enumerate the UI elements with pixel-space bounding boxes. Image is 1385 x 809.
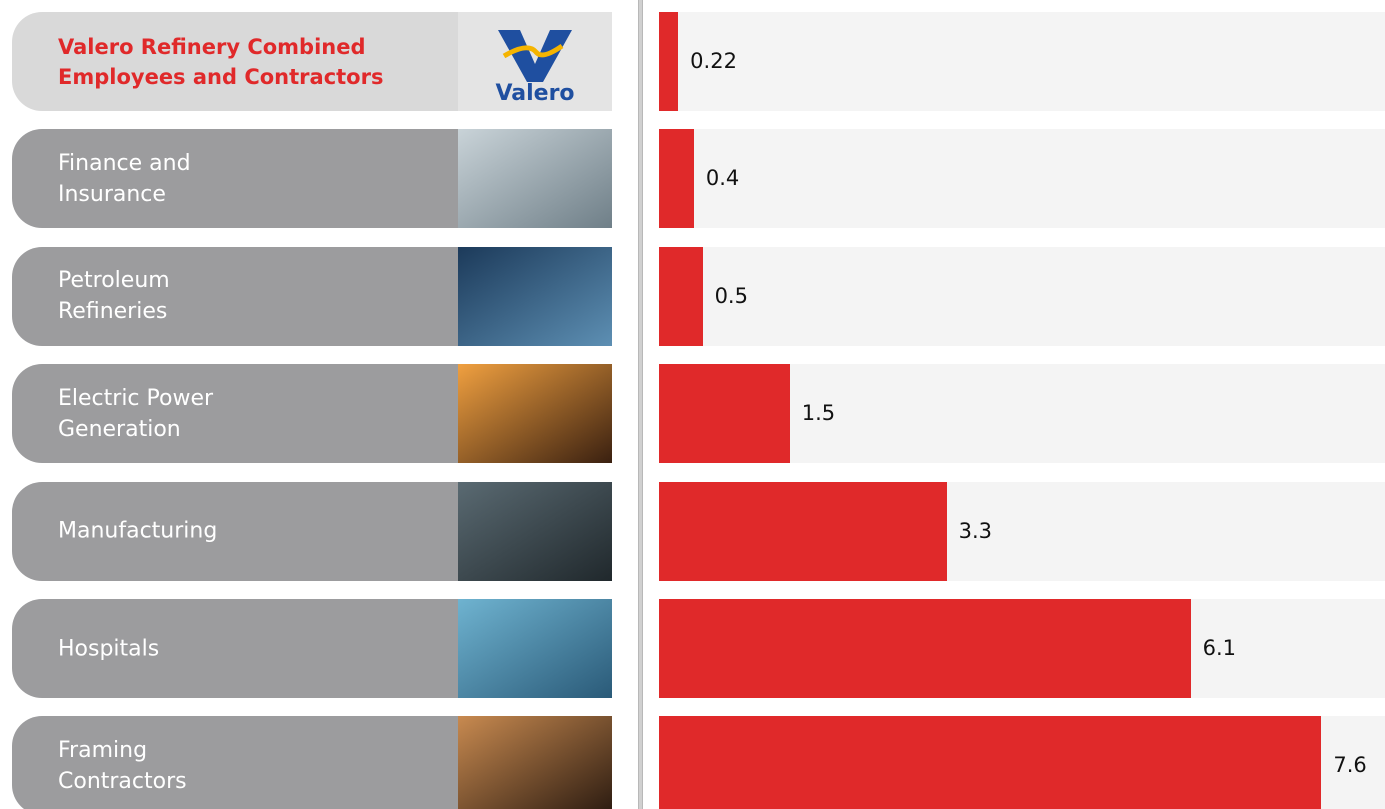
category-label: Hospitals — [58, 636, 160, 661]
category-box: Finance and Insurance — [12, 129, 612, 229]
category-label: Valero Refinery Combined Employees and C… — [58, 34, 384, 89]
divider — [638, 0, 643, 809]
category-box: Electric Power Generation — [12, 364, 612, 464]
category-box: Valero Refinery Combined Employees and C… — [12, 12, 612, 111]
value-label: 3.3 — [958, 518, 993, 543]
category-box: Petroleum Refineries — [12, 246, 612, 346]
value-label: 0.4 — [705, 166, 740, 191]
bar — [659, 364, 790, 464]
category-box: Hospitals — [12, 599, 612, 698]
photo — [458, 599, 612, 698]
logo: Valero — [458, 12, 612, 111]
bar — [659, 481, 947, 581]
photo-fill — [458, 364, 612, 464]
photo-fill — [458, 246, 612, 346]
bar-track — [659, 129, 1385, 229]
bar — [659, 129, 694, 229]
photo — [458, 481, 612, 581]
bar-track — [659, 246, 1385, 346]
bar-track — [659, 12, 1385, 111]
photo — [458, 129, 612, 229]
photo — [458, 716, 612, 809]
category-label: Finance and Insurance — [58, 150, 191, 207]
photo — [458, 364, 612, 464]
category-label: Manufacturing — [58, 518, 218, 544]
photo-fill — [458, 716, 612, 809]
logo-mark — [498, 30, 572, 82]
category-label: Petroleum Refineries — [58, 268, 170, 325]
value-label: 0.5 — [714, 283, 748, 308]
photo-fill — [458, 599, 612, 698]
bar — [659, 599, 1191, 698]
category-box: Framing Contractors — [12, 716, 612, 809]
photo — [458, 246, 612, 346]
bar — [659, 12, 679, 111]
value-label: 0.22 — [690, 49, 737, 73]
value-label: 1.5 — [801, 401, 836, 426]
bar — [659, 246, 703, 346]
photo-fill — [458, 129, 612, 229]
logo-swoosh — [502, 43, 564, 59]
value-label: 6.1 — [1202, 636, 1237, 660]
category-label: Framing Contractors — [58, 737, 187, 794]
photo-fill — [458, 481, 612, 581]
category-box: Manufacturing — [12, 481, 612, 581]
logo-text: Valero — [495, 81, 574, 106]
bar — [659, 716, 1322, 809]
category-label: Electric Power Generation — [58, 385, 214, 442]
value-label: 7.6 — [1333, 753, 1367, 778]
logo-background — [458, 12, 612, 111]
